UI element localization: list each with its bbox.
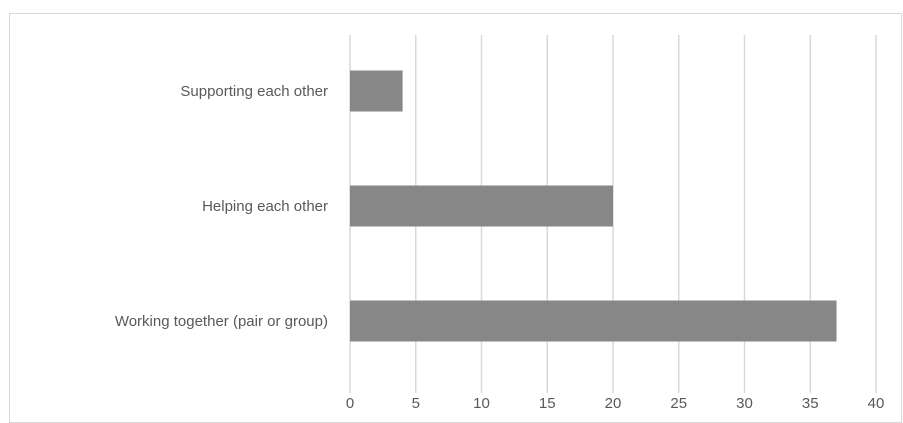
bar-1 [350,185,613,227]
bar-chart: Supporting each other Helping each other W… [115,35,885,412]
x-axis-tick-labels: 0 5 10 15 20 25 30 35 40 [346,395,885,412]
x-tick-label: 35 [802,395,819,412]
bar-2 [350,300,837,342]
x-tick-label: 10 [473,395,490,412]
x-tick-label: 0 [346,395,354,412]
category-label: Working together (pair or group) [115,313,328,330]
x-tick-label: 5 [412,395,420,412]
category-labels: Supporting each other Helping each other W… [115,83,328,330]
bar-0 [350,70,403,112]
x-tick-label: 15 [539,395,556,412]
x-tick-label: 20 [605,395,622,412]
x-tick-label: 40 [868,395,885,412]
category-label: Helping each other [202,198,328,215]
category-label: Supporting each other [180,83,328,100]
bars [350,70,837,342]
x-tick-label: 30 [736,395,753,412]
x-tick-label: 25 [670,395,687,412]
